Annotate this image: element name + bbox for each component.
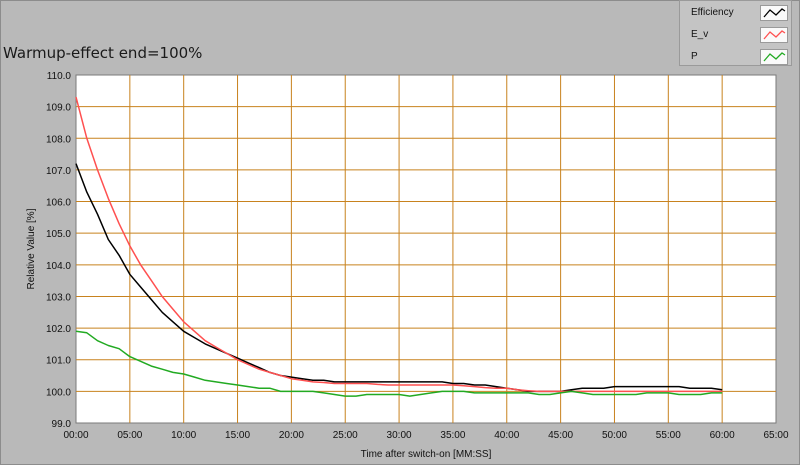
legend-label: Efficiency xyxy=(691,7,734,18)
x-tick-label: 65:00 xyxy=(763,430,788,441)
x-tick-label: 60:00 xyxy=(710,430,735,441)
y-tick-labels: 99.0 100.0 101.0 102.0 103.0 104.0 105.0 106.0 1… xyxy=(46,71,71,430)
x-tick-label: 05:00 xyxy=(117,430,142,441)
y-tick-label: 107.0 xyxy=(46,166,71,177)
legend-item-p: P xyxy=(680,46,793,68)
series-line-p xyxy=(75,330,723,397)
x-tick-label: 30:00 xyxy=(387,430,412,441)
x-tick-label: 25:00 xyxy=(333,430,358,441)
y-tick-label: 103.0 xyxy=(46,292,71,303)
y-tick-label: 109.0 xyxy=(46,103,71,114)
y-tick-label: 99.0 xyxy=(52,419,72,430)
grid xyxy=(76,75,776,423)
legend-item-ev: E_v xyxy=(680,24,793,46)
x-tick-label: 15:00 xyxy=(225,430,250,441)
legend-swatch-icon xyxy=(760,27,788,43)
chart-title: Warmup-effect end=100% xyxy=(3,44,203,62)
series-group xyxy=(75,96,723,397)
series-line-efficiency xyxy=(75,163,723,393)
y-axis-label: Relative Value [%] xyxy=(26,208,37,289)
legend-item-efficiency: Efficiency xyxy=(680,2,793,24)
x-tick-label: 55:00 xyxy=(656,430,681,441)
y-tick-label: 102.0 xyxy=(46,324,71,335)
legend: Efficiency E_v P xyxy=(679,0,792,66)
y-tick-label: 106.0 xyxy=(46,198,71,209)
legend-swatch-icon xyxy=(760,49,788,65)
x-tick-label: 45:00 xyxy=(548,430,573,441)
x-tick-label: 20:00 xyxy=(279,430,304,441)
x-tick-label: 50:00 xyxy=(602,430,627,441)
plot-area xyxy=(75,74,777,424)
legend-label: P xyxy=(691,51,698,62)
y-tick-label: 100.0 xyxy=(46,387,71,398)
x-tick-label: 35:00 xyxy=(440,430,465,441)
series-line-e-v xyxy=(75,96,723,393)
x-tick-label: 00:00 xyxy=(63,430,88,441)
legend-swatch-icon xyxy=(760,5,788,21)
y-tick-label: 104.0 xyxy=(46,261,71,272)
x-axis-label: Time after switch-on [MM:SS] xyxy=(361,449,492,460)
y-tick-label: 101.0 xyxy=(46,356,71,367)
x-tick-label: 40:00 xyxy=(494,430,519,441)
y-tick-label: 105.0 xyxy=(46,229,71,240)
y-tick-label: 110.0 xyxy=(47,71,72,82)
y-tick-label: 108.0 xyxy=(46,134,71,145)
x-tick-labels: 00:00 05:00 10:00 15:00 20:00 25:00 30:00 35:00… xyxy=(63,430,788,441)
legend-label: E_v xyxy=(691,29,709,40)
x-tick-label: 10:00 xyxy=(171,430,196,441)
